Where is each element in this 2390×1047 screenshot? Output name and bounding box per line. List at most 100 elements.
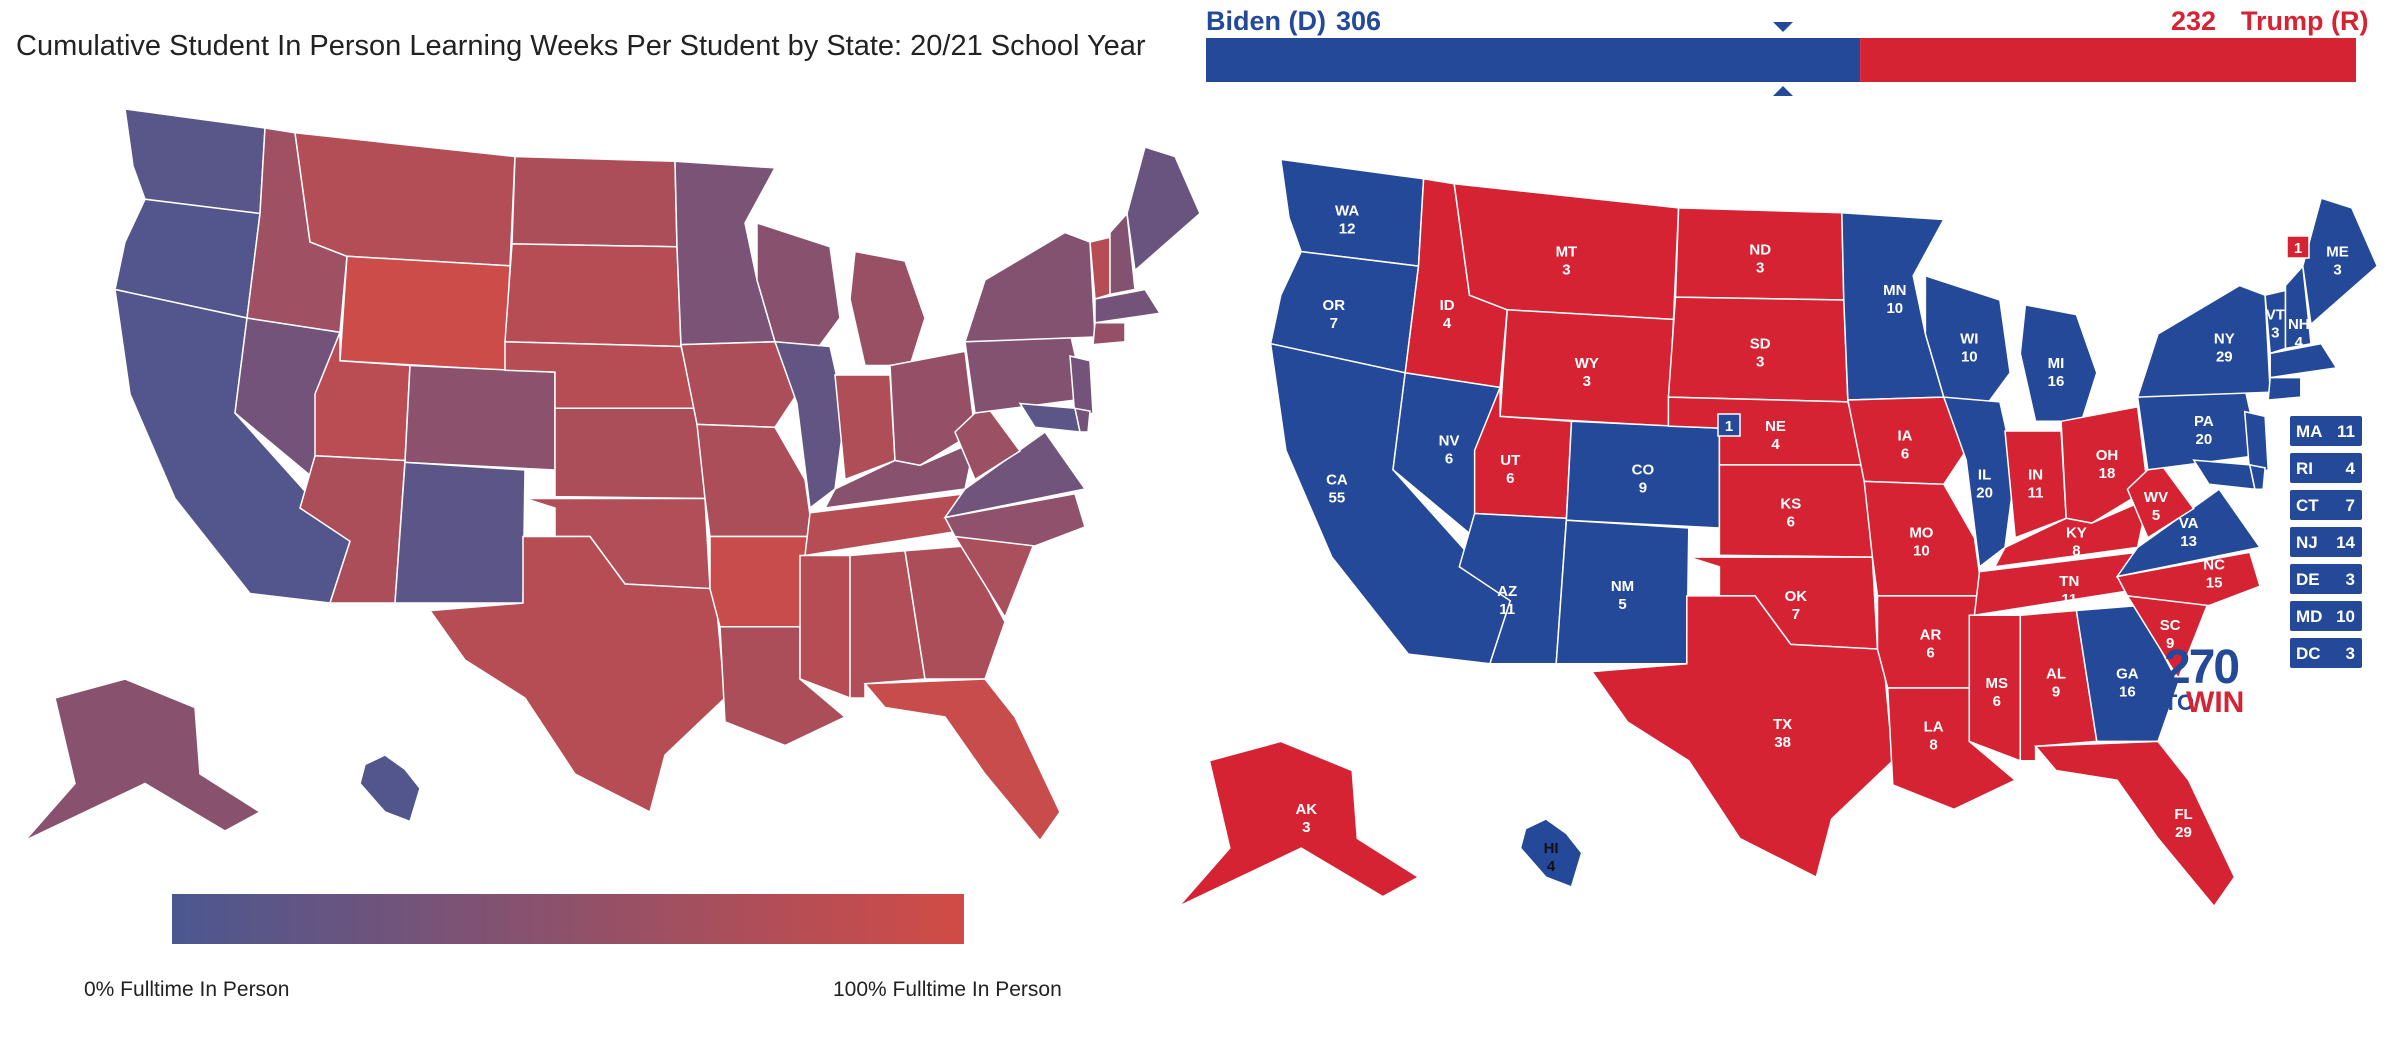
small-state-ev: 3: [2345, 570, 2355, 589]
state-ev-ny: 29: [2216, 349, 2233, 366]
state-abbr-or: OR: [1323, 297, 1346, 314]
state-abbr-mt: MT: [1556, 243, 1578, 260]
state-ev-ar: 6: [1926, 645, 1934, 662]
state-abbr-mn: MN: [1883, 282, 1906, 299]
state-ev-nd: 3: [1756, 260, 1764, 277]
state-ev-la: 8: [1929, 737, 1937, 754]
state-abbr-mo: MO: [1909, 525, 1933, 542]
state-ev-nv: 6: [1445, 451, 1453, 468]
state-abbr-oh: OH: [2096, 447, 2119, 464]
biden-ev-bar: [1206, 38, 1861, 82]
state-ev-fl: 29: [2175, 824, 2192, 841]
state-ev-mt: 3: [1562, 261, 1570, 278]
legend-min-label: 0% Fulltime In Person: [84, 978, 290, 1001]
270towin-logo-number: 270: [2164, 641, 2240, 694]
state-ev-ia: 6: [1901, 446, 1909, 463]
state-shapes: [24, 108, 1200, 842]
state-ev-nh: 4: [2295, 334, 2304, 351]
state-ev-tx: 38: [1774, 734, 1791, 751]
state-abbr-va: VA: [2179, 515, 2199, 532]
state-ev-ak: 3: [1302, 819, 1310, 836]
state-ev-ga: 16: [2119, 683, 2136, 700]
color-scale-legend-bar: [172, 894, 964, 944]
state-ak: [24, 678, 262, 842]
state-ev-ms: 6: [1993, 693, 2001, 710]
state-abbr-ga: GA: [2116, 665, 2139, 682]
state-nh: [2284, 264, 2312, 350]
state-abbr-il: IL: [1978, 467, 1991, 484]
state-ct: [1092, 322, 1126, 346]
state-labels: WA12OR7CA55NV6ID4MT3WY3UT6AZ11CO9NM5ND3S…: [1295, 203, 2348, 875]
state-abbr-wy: WY: [1575, 355, 1599, 372]
state-ev-mn: 10: [1886, 300, 1903, 317]
state-abbr-ok: OK: [1785, 588, 1808, 605]
state-ev-mi: 16: [2048, 373, 2065, 390]
state-md: [2192, 459, 2256, 491]
270towin-logo-win: WIN: [2186, 686, 2245, 719]
small-state-box-de: DE 3: [2290, 564, 2362, 594]
legend-max-label: 100% Fulltime In Person: [833, 978, 1062, 1001]
biden-label: Biden (D): [1206, 6, 1326, 36]
in-person-learning-choropleth: [24, 108, 1200, 944]
small-state-abbr: DE: [2296, 570, 2320, 589]
state-de: [1074, 407, 1091, 433]
state-hi: [359, 754, 421, 823]
small-state-abbr: MD: [2296, 607, 2323, 626]
small-state-abbr: RI: [2296, 459, 2313, 478]
state-tx: [1590, 595, 1894, 879]
state-abbr-ia: IA: [1898, 428, 1913, 445]
state-ct: [2267, 376, 2302, 401]
ne-district-box: [1717, 413, 1741, 437]
state-ev-me: 3: [2333, 261, 2341, 278]
state-fl: [2034, 740, 2236, 908]
state-ev-ky: 8: [2072, 543, 2080, 560]
state-abbr-sc: SC: [2160, 617, 2181, 634]
small-state-box-dc: DC 3: [2290, 638, 2362, 668]
270-marker-top-icon: [1773, 22, 1793, 32]
state-abbr-tx: TX: [1773, 716, 1792, 733]
state-abbr-la: LA: [1924, 719, 1944, 736]
state-ny: [963, 231, 1096, 343]
state-abbr-ny: NY: [2214, 331, 2235, 348]
small-state-abbr: MA: [2296, 422, 2323, 441]
ne-district-value: 1: [1725, 418, 1733, 435]
state-shapes: [1178, 158, 2379, 908]
state-ev-in: 11: [2028, 485, 2044, 502]
state-abbr-nd: ND: [1749, 242, 1771, 259]
small-state-box-ct: CT 7: [2290, 490, 2362, 520]
270towin-logo-to: TO: [2164, 690, 2195, 715]
state-abbr-ne: NE: [1765, 418, 1786, 435]
state-ev-co: 9: [1639, 480, 1647, 497]
in-person-learning-map-panel: Cumulative Student In Person Learning We…: [16, 30, 1200, 1001]
state-abbr-ky: KY: [2066, 525, 2087, 542]
state-nc: [2116, 551, 2261, 607]
state-fl: [863, 678, 1061, 842]
state-abbr-ks: KS: [1780, 496, 1801, 513]
state-nh: [1109, 211, 1136, 296]
state-abbr-nm: NM: [1611, 578, 1634, 595]
270-marker-bottom-icon: [1773, 86, 1793, 96]
small-state-ev: 7: [2345, 496, 2355, 515]
state-ev-hi: 4: [1547, 858, 1556, 875]
state-abbr-nv: NV: [1439, 433, 1460, 450]
state-abbr-nh: NH: [2288, 316, 2310, 333]
trump-ev-total: 232: [2171, 6, 2217, 36]
state-nj: [1069, 355, 1094, 419]
state-ev-ok: 7: [1792, 606, 1800, 623]
small-state-abbr: CT: [2296, 496, 2319, 515]
small-state-ev: 3: [2345, 644, 2355, 663]
state-ia: [680, 341, 798, 429]
state-abbr-ut: UT: [1500, 452, 1520, 469]
small-state-abbr: DC: [2296, 644, 2321, 663]
state-ev-sd: 3: [1756, 354, 1764, 371]
state-abbr-me: ME: [2326, 243, 2349, 260]
state-oh: [889, 350, 976, 467]
state-ga: [904, 545, 1006, 680]
state-ev-ne: 4: [1771, 436, 1780, 453]
state-abbr-tn: TN: [2059, 573, 2079, 590]
state-ev-or: 7: [1330, 315, 1338, 332]
small-state-box-md: MD 10: [2290, 601, 2362, 631]
state-ev-va: 13: [2180, 533, 2197, 550]
state-ev-al: 9: [2052, 683, 2060, 700]
small-state-ev: 4: [2345, 459, 2355, 478]
